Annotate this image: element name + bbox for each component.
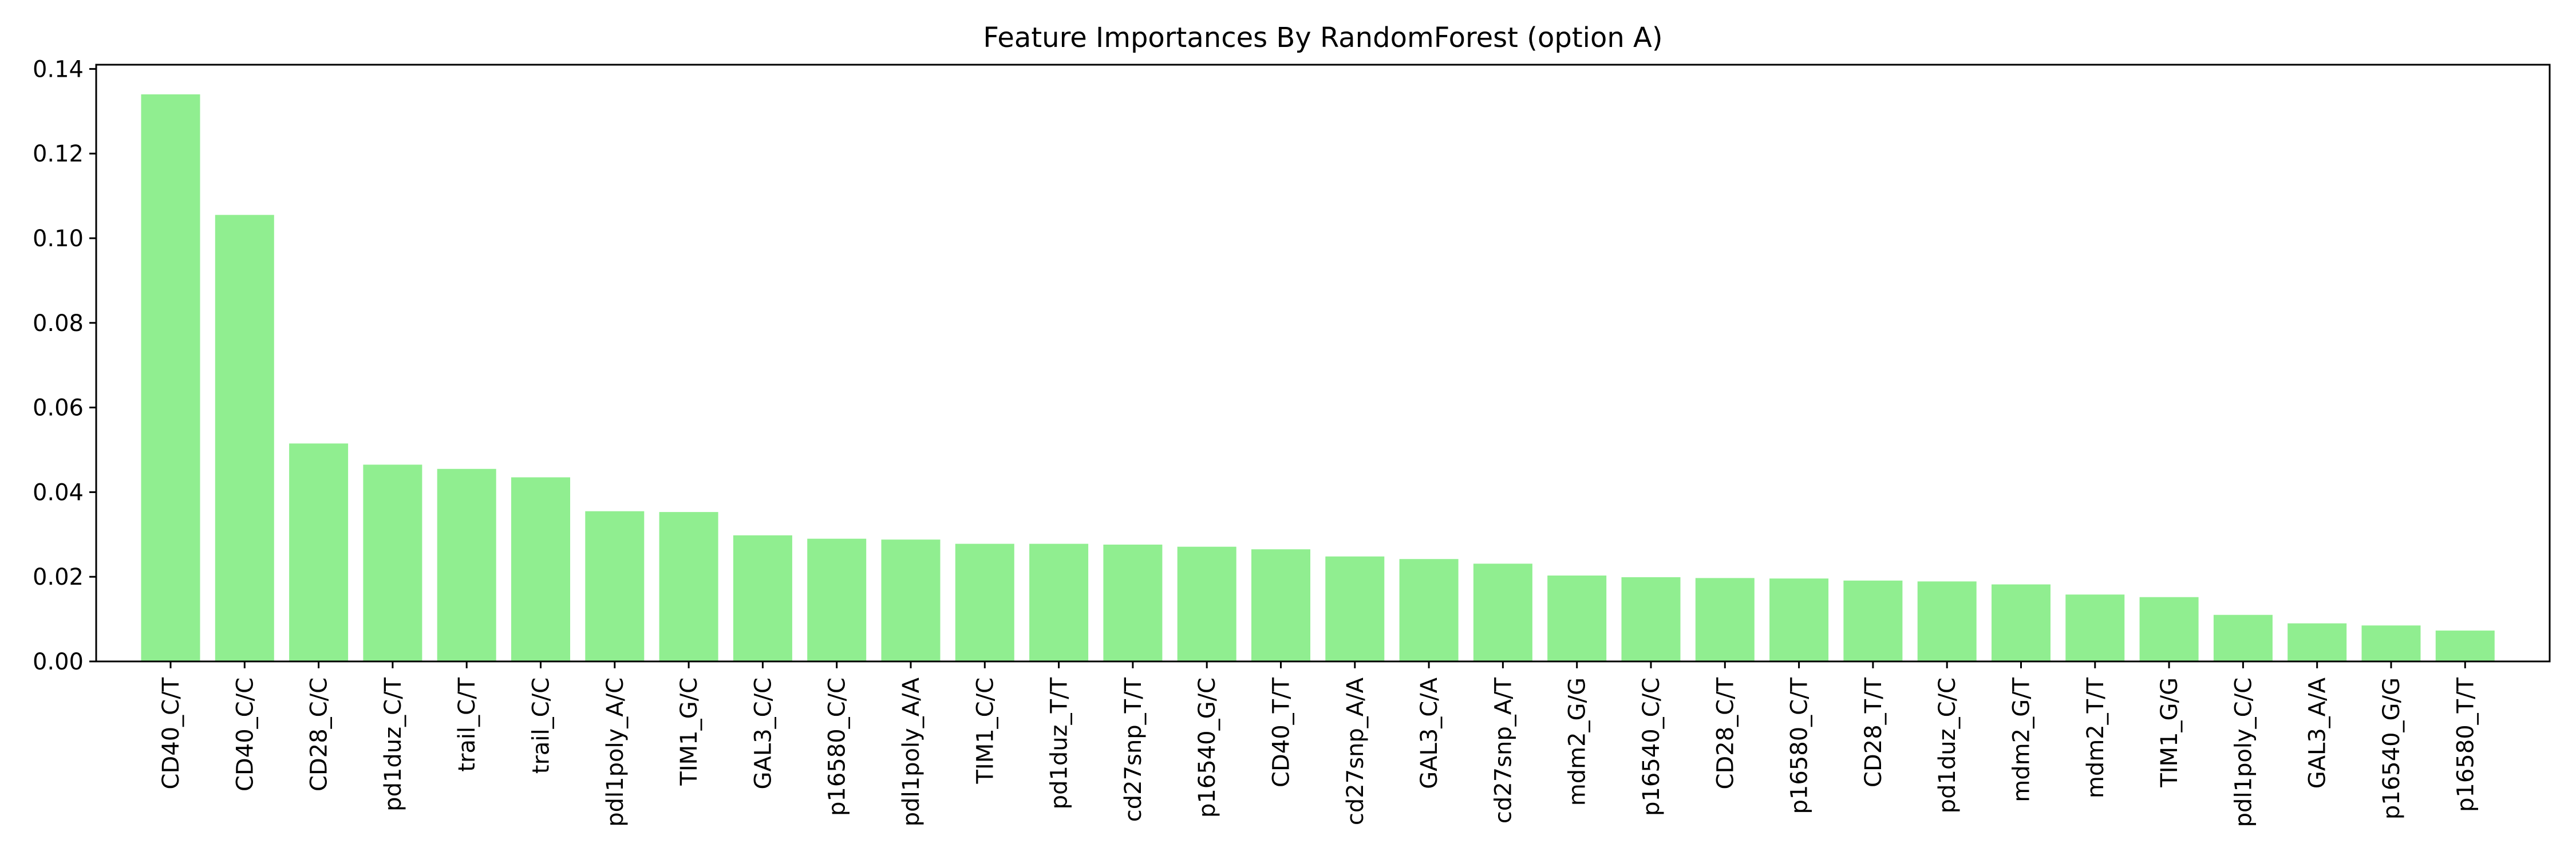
- bar-mdm2_T/T: [2065, 594, 2125, 661]
- bar-cd27snp_T/T: [1103, 545, 1163, 661]
- bar-CD40_T/T: [1251, 549, 1310, 661]
- bar-p16580_C/T: [1769, 578, 1829, 661]
- x-tick-label: p16540_C/C: [1638, 677, 1665, 816]
- x-tick-label: mdm2_G/T: [2009, 677, 2035, 802]
- x-tick-label: mdm2_T/T: [2083, 677, 2109, 798]
- x-tick-label: p16540_G/G: [2379, 677, 2405, 819]
- x-tick-label: GAL3_A/A: [2305, 677, 2331, 789]
- y-tick-label: 0.00: [33, 649, 84, 675]
- bar-mdm2_G/G: [1547, 576, 1607, 661]
- bar-TIM1_G/G: [2139, 597, 2199, 661]
- x-tick-label: CD40_C/T: [158, 677, 184, 789]
- bar-p16580_C/C: [807, 538, 867, 661]
- x-tick-label: pd1duz_C/T: [380, 677, 406, 811]
- bar-CD40_C/C: [215, 215, 274, 661]
- x-tick-label: trail_C/T: [454, 677, 480, 771]
- x-tick-label: p16580_T/T: [2452, 677, 2479, 812]
- bars-group: [141, 94, 2495, 661]
- y-tick-label: 0.04: [33, 479, 84, 506]
- bar-p16540_G/G: [2361, 625, 2421, 661]
- bar-pd1duz_T/T: [1029, 543, 1089, 661]
- bar-GAL3_C/A: [1399, 559, 1459, 661]
- x-axis-ticks: CD40_C/T CD40_C/C CD28_C/C pd1duz_C/T trail_…: [158, 661, 2479, 827]
- x-tick-label: mdm2_G/G: [1564, 677, 1591, 806]
- bar-trail_C/C: [511, 477, 570, 661]
- y-tick-label: 0.06: [33, 395, 84, 421]
- x-tick-label: p16580_C/C: [824, 677, 851, 816]
- bar-pd1duz_C/T: [363, 464, 422, 661]
- x-tick-label: TIM1_C/C: [972, 677, 998, 785]
- y-tick-label: 0.02: [33, 564, 84, 590]
- chart-title: Feature Importances By RandomForest (opt…: [983, 22, 1662, 54]
- x-tick-label: trail_C/C: [528, 677, 555, 774]
- x-tick-label: p16580_C/T: [1787, 677, 1813, 814]
- bar-TIM1_C/C: [955, 543, 1014, 661]
- bar-p16540_G/C: [1177, 546, 1236, 661]
- x-tick-label: GAL3_C/A: [1416, 677, 1443, 789]
- x-tick-label: TIM1_G/G: [2156, 677, 2183, 788]
- y-tick-label: 0.10: [33, 226, 84, 252]
- y-tick-label: 0.14: [33, 56, 84, 82]
- bar-p16580_T/T: [2435, 631, 2495, 661]
- x-tick-label: pdl1poly_A/A: [898, 677, 924, 826]
- bar-cd27snp_A/A: [1325, 556, 1385, 661]
- bar-pdl1poly_C/C: [2213, 614, 2273, 661]
- x-tick-label: CD28_C/C: [306, 677, 333, 791]
- x-tick-label: p16540_G/C: [1194, 677, 1220, 818]
- plot-frame: [95, 64, 2551, 663]
- bar-CD28_C/T: [1695, 578, 1755, 661]
- x-tick-label: cd27snp_A/T: [1490, 677, 1516, 823]
- bar-mdm2_G/T: [1992, 584, 2050, 661]
- bar-pdl1poly_A/C: [585, 511, 645, 661]
- x-tick-label: pd1duz_C/C: [1934, 677, 1961, 813]
- x-tick-label: GAL3_C/C: [750, 677, 776, 789]
- bar-trail_C/T: [437, 468, 496, 661]
- bar-TIM1_G/C: [659, 512, 718, 661]
- bar-CD28_T/T: [1843, 580, 1903, 661]
- bar-p16540_C/C: [1621, 577, 1681, 661]
- bar-GAL3_C/C: [733, 535, 792, 661]
- x-tick-label: cd27snp_T/T: [1120, 677, 1147, 822]
- y-axis-ticks: 0.00 0.02 0.04 0.06 0.08 0.10 0.12 0.14: [33, 56, 96, 675]
- bar-pd1duz_C/C: [1917, 581, 1977, 661]
- x-tick-label: CD40_C/C: [232, 677, 258, 791]
- bar-GAL3_A/A: [2287, 623, 2347, 661]
- x-tick-label: pdl1poly_A/C: [602, 677, 629, 827]
- x-tick-label: CD28_C/T: [1712, 677, 1739, 789]
- x-tick-label: CD40_T/T: [1269, 677, 1295, 787]
- bar-CD28_C/C: [289, 443, 349, 661]
- y-tick-label: 0.08: [33, 310, 84, 337]
- bar-CD40_C/T: [141, 94, 200, 661]
- x-tick-label: cd27snp_A/A: [1342, 677, 1369, 825]
- x-tick-label: TIM1_G/C: [676, 677, 702, 786]
- bar-cd27snp_A/T: [1473, 564, 1532, 661]
- y-tick-label: 0.12: [33, 141, 84, 167]
- x-tick-label: CD28_T/T: [1860, 677, 1887, 787]
- x-tick-label: pdl1poly_C/C: [2230, 677, 2257, 827]
- x-tick-label: pd1duz_T/T: [1046, 677, 1073, 809]
- bar-pdl1poly_A/A: [881, 539, 941, 661]
